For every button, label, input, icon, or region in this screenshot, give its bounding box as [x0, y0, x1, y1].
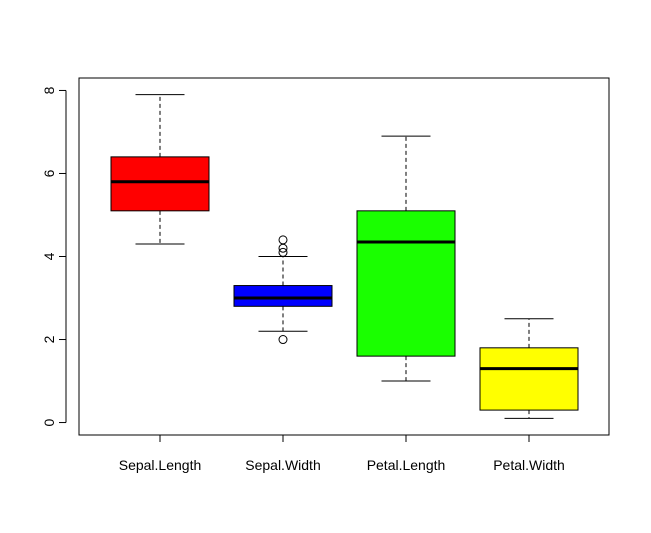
y-tick-label: 0 — [41, 418, 57, 426]
outlier-point — [278, 247, 288, 257]
box-sepal-width — [233, 235, 333, 345]
iqr-box — [356, 210, 456, 357]
iqr-box — [479, 347, 579, 411]
outlier-point — [278, 335, 288, 345]
y-axis: 0 2 4 6 8 — [41, 86, 67, 426]
y-tick-label: 8 — [41, 86, 57, 94]
x-axis: Sepal.Length Sepal.Width Petal.Length Petal… — [119, 434, 565, 473]
box-petal-width — [479, 318, 579, 419]
x-tick-label: Sepal.Width — [245, 457, 320, 473]
y-tick-label: 6 — [41, 169, 57, 177]
y-tick-label: 4 — [41, 252, 57, 260]
x-tick-label: Sepal.Length — [119, 457, 202, 473]
iqr-box — [233, 285, 333, 307]
y-tick-label: 2 — [41, 335, 57, 343]
x-tick-label: Petal.Width — [493, 457, 565, 473]
box-sepal-length — [110, 94, 210, 245]
outlier-point — [278, 235, 288, 245]
box-series — [110, 94, 579, 419]
x-tick-label: Petal.Length — [367, 457, 446, 473]
iqr-box — [110, 156, 210, 212]
box-petal-length — [356, 135, 456, 382]
